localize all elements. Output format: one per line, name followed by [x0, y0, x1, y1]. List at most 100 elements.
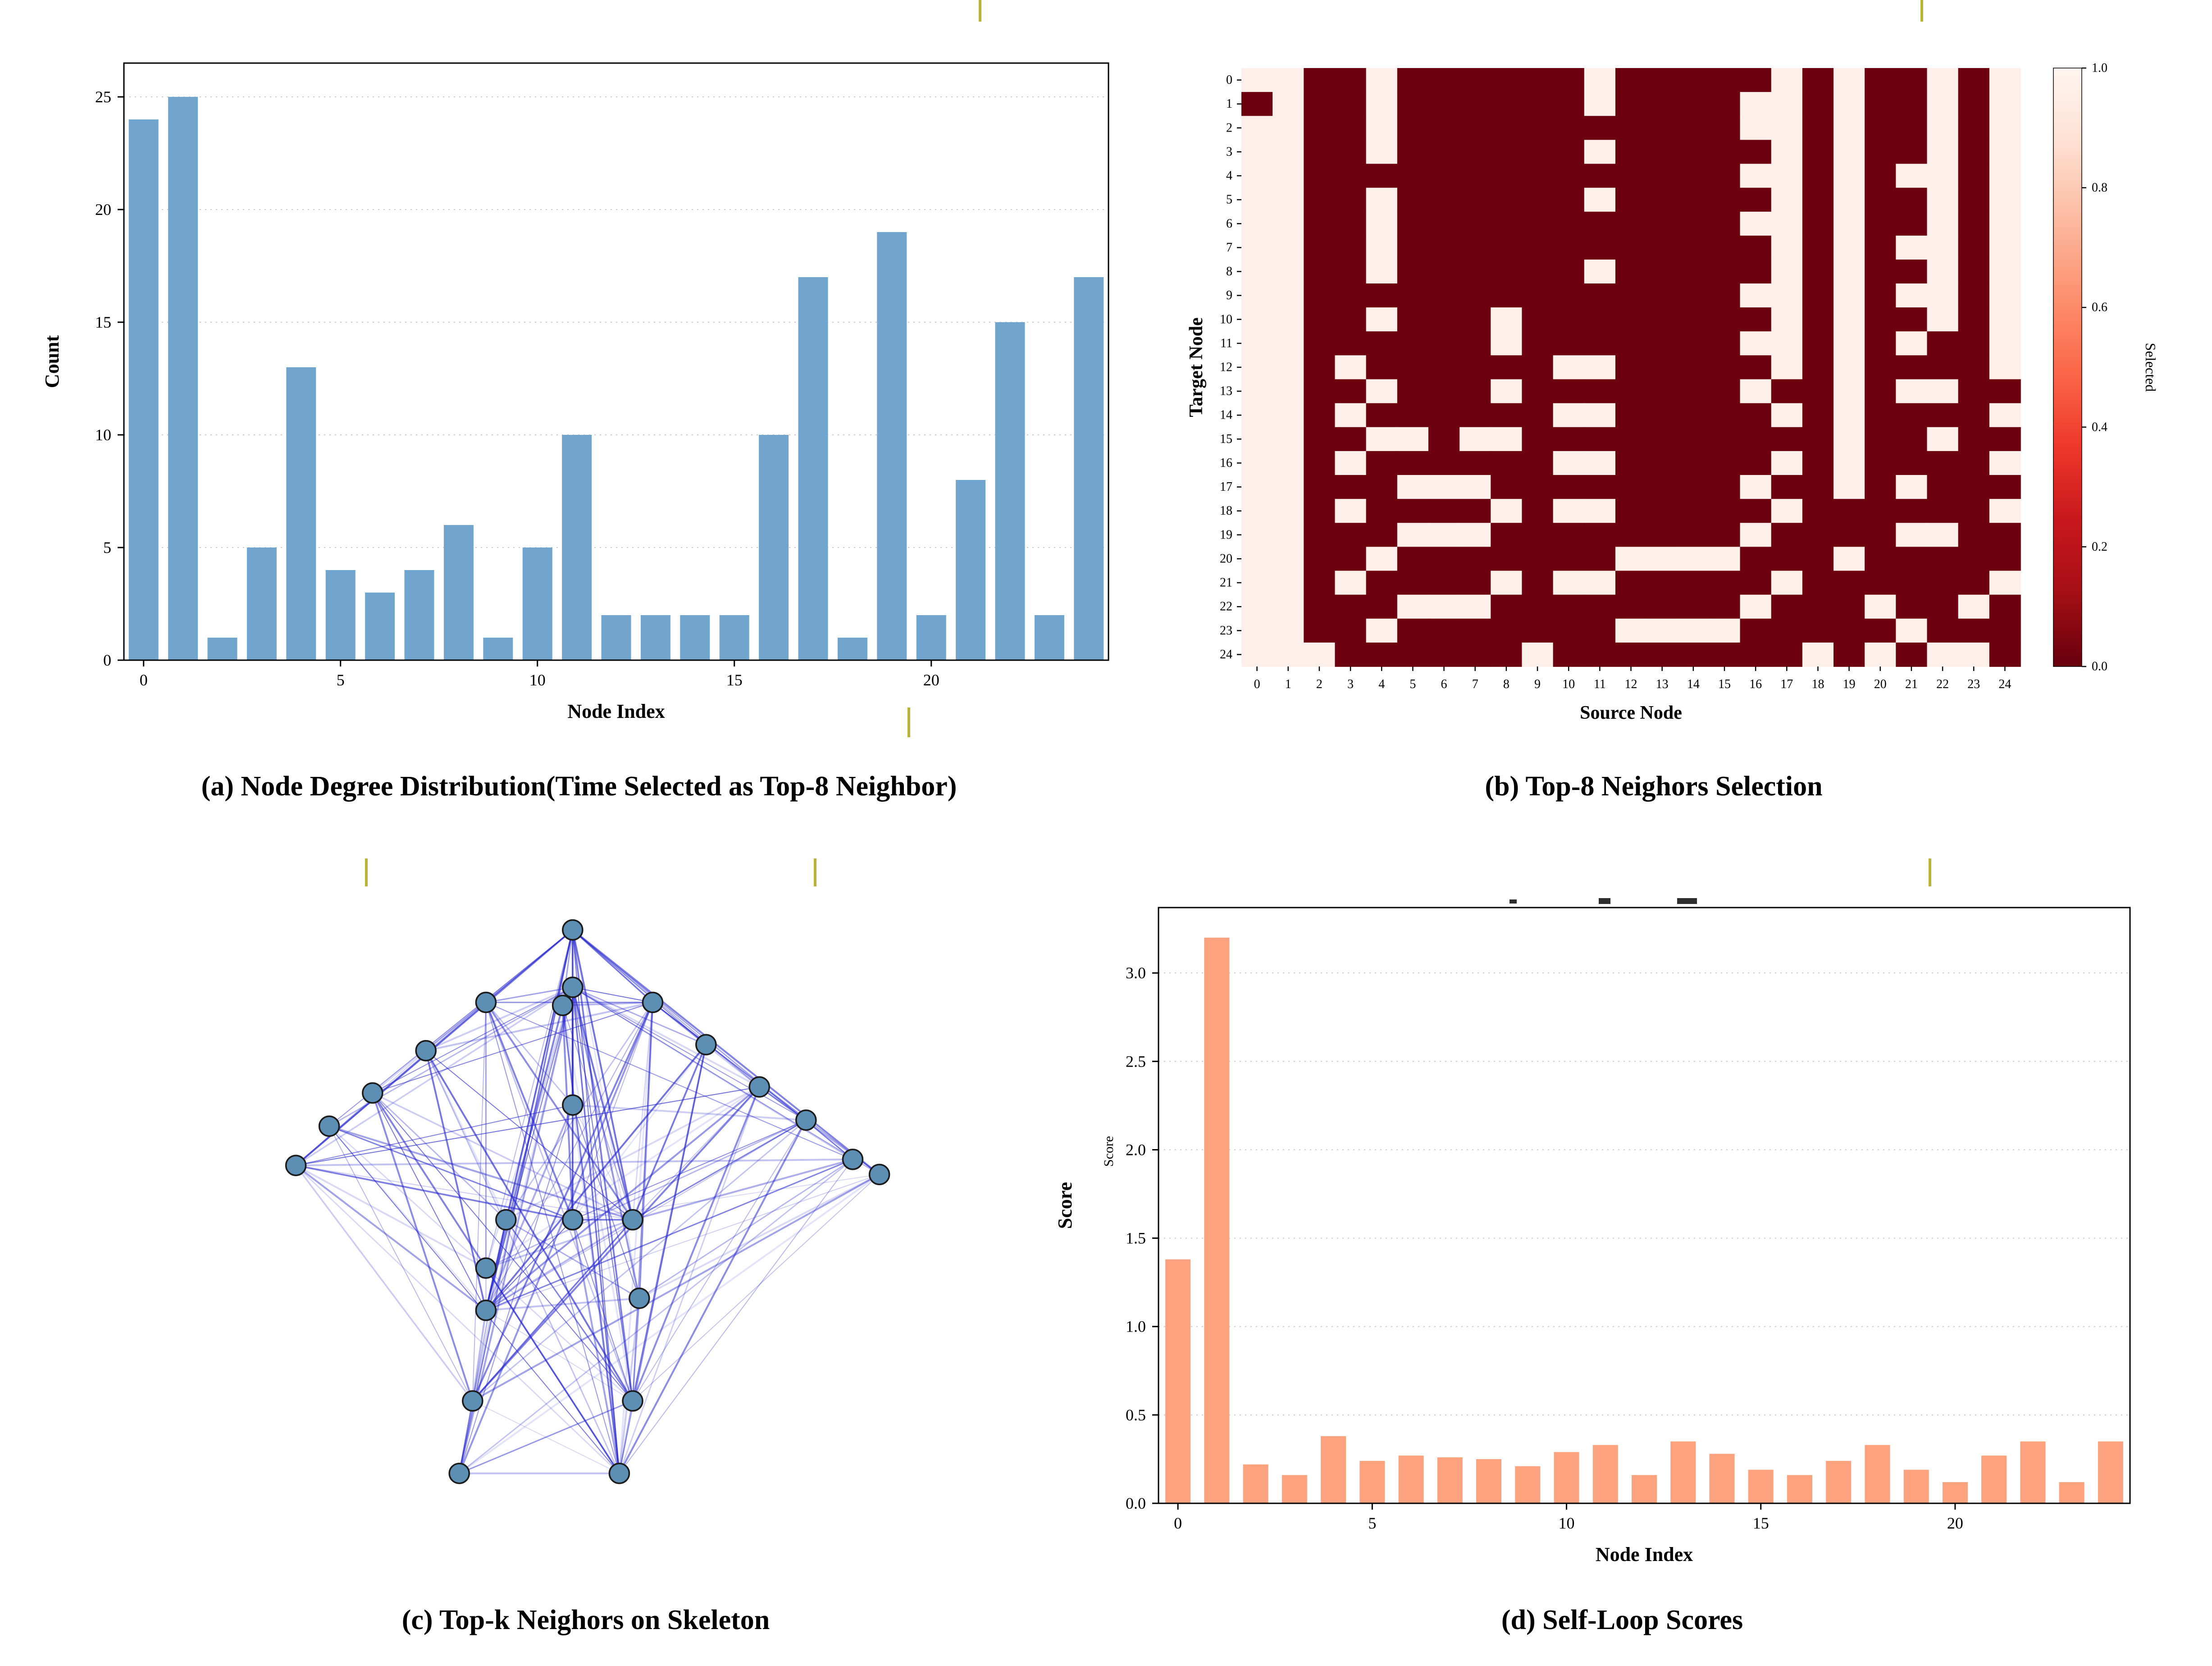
heatmap-cell: [1833, 355, 1865, 380]
graph-edge: [472, 1002, 487, 1401]
heatmap-cell: [1304, 331, 1336, 356]
bar: [522, 548, 552, 660]
heatmap-cell: [1428, 68, 1460, 92]
bar: [1942, 1482, 1968, 1503]
heatmap-cell: [1584, 92, 1616, 117]
heatmap-cell: [1304, 523, 1336, 548]
x-axis-label: Source Node: [1580, 703, 1682, 723]
heatmap-cell: [1833, 618, 1865, 643]
heatmap-cell: [1646, 571, 1678, 595]
graph-edge: [561, 1005, 620, 1474]
graph-edge: [572, 1174, 880, 1220]
heatmap-cell: [1366, 92, 1398, 117]
x-tick-label: 11: [1594, 677, 1606, 691]
heatmap-cell: [1491, 68, 1523, 92]
heatmap-cell: [1491, 283, 1523, 308]
heatmap-cell: [1771, 116, 1803, 141]
graph-edge: [485, 1044, 707, 1311]
heatmap-cell: [1740, 259, 1772, 284]
heatmap-cell: [1646, 355, 1678, 380]
heatmap-cell: [1989, 403, 2021, 428]
heatmap-cell: [1678, 451, 1710, 475]
heatmap-cell: [1335, 379, 1367, 404]
heatmap-cell: [1366, 307, 1398, 332]
heatmap-cell: [1615, 259, 1647, 284]
heatmap-cell: [1522, 379, 1554, 404]
heatmap-cell: [1522, 642, 1554, 667]
heatmap-cell: [1335, 499, 1367, 524]
y-axis-label-inner: Score: [1101, 1136, 1116, 1167]
heatmap-cell: [1522, 116, 1554, 141]
heatmap-cell: [1709, 403, 1741, 428]
heatmap-cell: [1335, 523, 1367, 548]
bar: [956, 480, 986, 660]
heatmap-cell: [1553, 116, 1585, 141]
graph-edge: [632, 1044, 707, 1401]
heatmap-cell: [1335, 235, 1367, 260]
bar: [1826, 1461, 1852, 1503]
graph-edge: [632, 1120, 807, 1401]
heatmap-cell: [1491, 427, 1523, 452]
heatmap-cell: [1646, 594, 1678, 619]
graph-edge: [562, 1005, 633, 1220]
heatmap-cell: [1272, 164, 1304, 188]
y-tick-label: 13: [1220, 384, 1232, 398]
x-tick-label: 5: [337, 671, 345, 689]
y-tick-label: 10: [95, 426, 111, 444]
heatmap-cell: [1241, 235, 1273, 260]
heatmap-cell: [1865, 283, 1897, 308]
heatmap-cell: [1740, 571, 1772, 595]
heatmap-cell: [1584, 523, 1616, 548]
heatmap-cell: [1989, 355, 2021, 380]
heatmap-cell: [1865, 92, 1897, 117]
clipped-title-fragment: [1677, 898, 1697, 904]
x-tick-label: 12: [1625, 677, 1637, 691]
heatmap-cell: [1771, 331, 1803, 356]
heatmap-cell: [1771, 642, 1803, 667]
graph-edge: [425, 1001, 653, 1052]
heatmap-cell: [1865, 140, 1897, 164]
heatmap-cell: [1491, 451, 1523, 475]
heatmap-cell: [1865, 235, 1897, 260]
heatmap-cell: [1553, 379, 1585, 404]
bar: [1398, 1456, 1424, 1503]
heatmap-cell: [1615, 403, 1647, 428]
graph-edge: [295, 1050, 426, 1166]
heatmap-cell: [1896, 92, 1928, 117]
heatmap-cell: [1833, 164, 1865, 188]
heatmap-cell: [1304, 618, 1336, 643]
heatmap-cell: [1428, 499, 1460, 524]
heatmap-cell: [1553, 618, 1585, 643]
heatmap-cell: [1771, 307, 1803, 332]
heatmap-cell: [1802, 92, 1834, 117]
heatmap-cell: [1428, 187, 1460, 212]
heatmap-cell: [1865, 211, 1897, 236]
x-tick-label: 0: [140, 671, 148, 689]
bar: [562, 435, 592, 660]
heatmap-cell: [1615, 642, 1647, 667]
heatmap-cell: [1491, 403, 1523, 428]
heatmap-cell: [1522, 355, 1554, 380]
heatmap-cell: [1272, 235, 1304, 260]
heatmap-cell: [1771, 187, 1803, 212]
graph-edge: [485, 1219, 573, 1311]
heatmap-cell: [1335, 403, 1367, 428]
heatmap-cell: [1958, 594, 1990, 619]
heatmap-cell: [1958, 571, 1990, 595]
heatmap-cell: [1397, 235, 1429, 260]
heatmap-cell: [1709, 379, 1741, 404]
heatmap-cell: [1397, 523, 1429, 548]
heatmap-cell: [1927, 116, 1959, 141]
graph-edge: [632, 1002, 653, 1220]
graph-node: [695, 1034, 717, 1055]
heatmap-cell: [1709, 594, 1741, 619]
graph-edge: [295, 1164, 474, 1402]
bar: [640, 615, 670, 660]
heatmap-cell: [1740, 475, 1772, 499]
graph-edge: [425, 929, 573, 1051]
heatmap-cell: [1615, 116, 1647, 141]
heatmap-cell: [1366, 594, 1398, 619]
graph-edge: [572, 987, 807, 1121]
graph-node: [362, 1082, 383, 1104]
heatmap-cell: [1553, 211, 1585, 236]
